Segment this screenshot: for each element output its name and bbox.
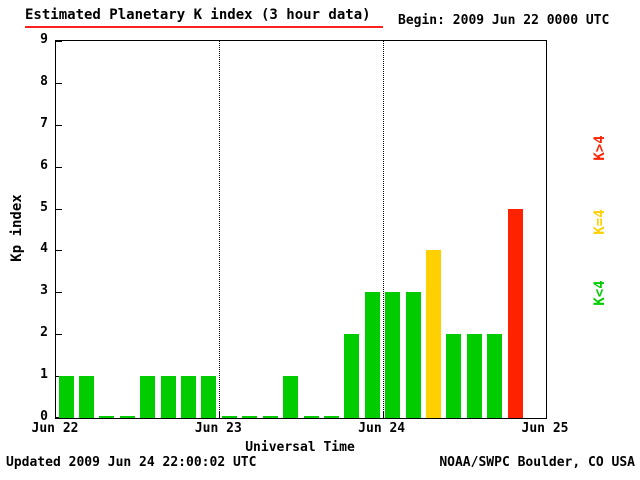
begin-label: Begin: [398,13,445,28]
source-credit: NOAA/SWPC Boulder, CO USA [439,455,635,470]
y-tick-label: 8 [40,73,48,89]
y-tick-label: 5 [40,199,48,215]
y-axis-label: Kp index [9,194,25,262]
kp-bar [119,416,135,418]
y-tick-mark [56,292,62,294]
kp-bar [385,292,401,418]
begin-annotation: Begin: 2009 Jun 22 0000 UTC [398,13,609,28]
y-tick-label: 6 [40,157,48,173]
y-tick-mark [56,124,62,126]
kp-bar [466,334,482,418]
y-tick-mark [56,166,62,168]
kp-bar [201,376,217,418]
day-boundary-gridline [219,41,221,418]
y-tick-mark [56,208,62,210]
kp-bar [364,292,380,418]
x-tick-label: Jun 25 [521,421,569,436]
day-boundary-gridline [382,41,384,418]
kp-bar [323,416,339,418]
x-tick-mark [219,412,221,418]
x-tick-label: Jun 23 [194,421,242,436]
kp-bar [181,376,196,418]
y-tick-label: 2 [40,325,48,341]
kp-bar [405,292,421,418]
y-tick-label: 3 [40,283,48,299]
legend-k-gt-4: K>4 [592,135,608,161]
begin-value: 2009 Jun 22 0000 UTC [452,13,610,28]
x-axis-label: Universal Time [245,440,355,455]
y-tick-mark [56,82,62,84]
kp-bar [303,416,319,418]
kp-bar [99,416,115,418]
y-tick-label: 9 [40,32,48,47]
y-tick-label: 0 [40,409,48,424]
kp-bar [507,208,523,418]
kp-bar [426,250,441,418]
kp-bar [140,376,156,418]
kp-bar [262,416,278,418]
y-tick-label: 1 [40,367,48,383]
y-tick-mark [56,250,62,252]
x-tick-label: Jun 24 [358,421,406,436]
kp-bar [160,376,176,418]
kp-bar [58,376,74,418]
kp-bar [242,416,258,418]
x-tick-label: Jun 22 [31,421,79,436]
kp-bar [344,334,360,418]
legend-k-eq-4: K=4 [592,209,608,235]
y-tick-label: 7 [40,115,48,131]
kp-bar [487,334,503,418]
chart-title: Estimated Planetary K index (3 hour data… [25,7,371,23]
kp-bar [283,376,299,418]
title-underline [25,26,383,28]
x-tick-mark [382,412,384,418]
kp-bar [446,334,462,418]
legend-k-lt-4: K<4 [592,280,608,306]
kp-bar [221,416,237,418]
plot-area [55,40,547,419]
updated-timestamp: Updated 2009 Jun 24 22:00:02 UTC [6,455,257,470]
y-tick-mark [56,334,62,336]
kp-bar [78,376,94,418]
y-tick-label: 4 [40,241,48,257]
y-tick-mark [56,41,62,42]
